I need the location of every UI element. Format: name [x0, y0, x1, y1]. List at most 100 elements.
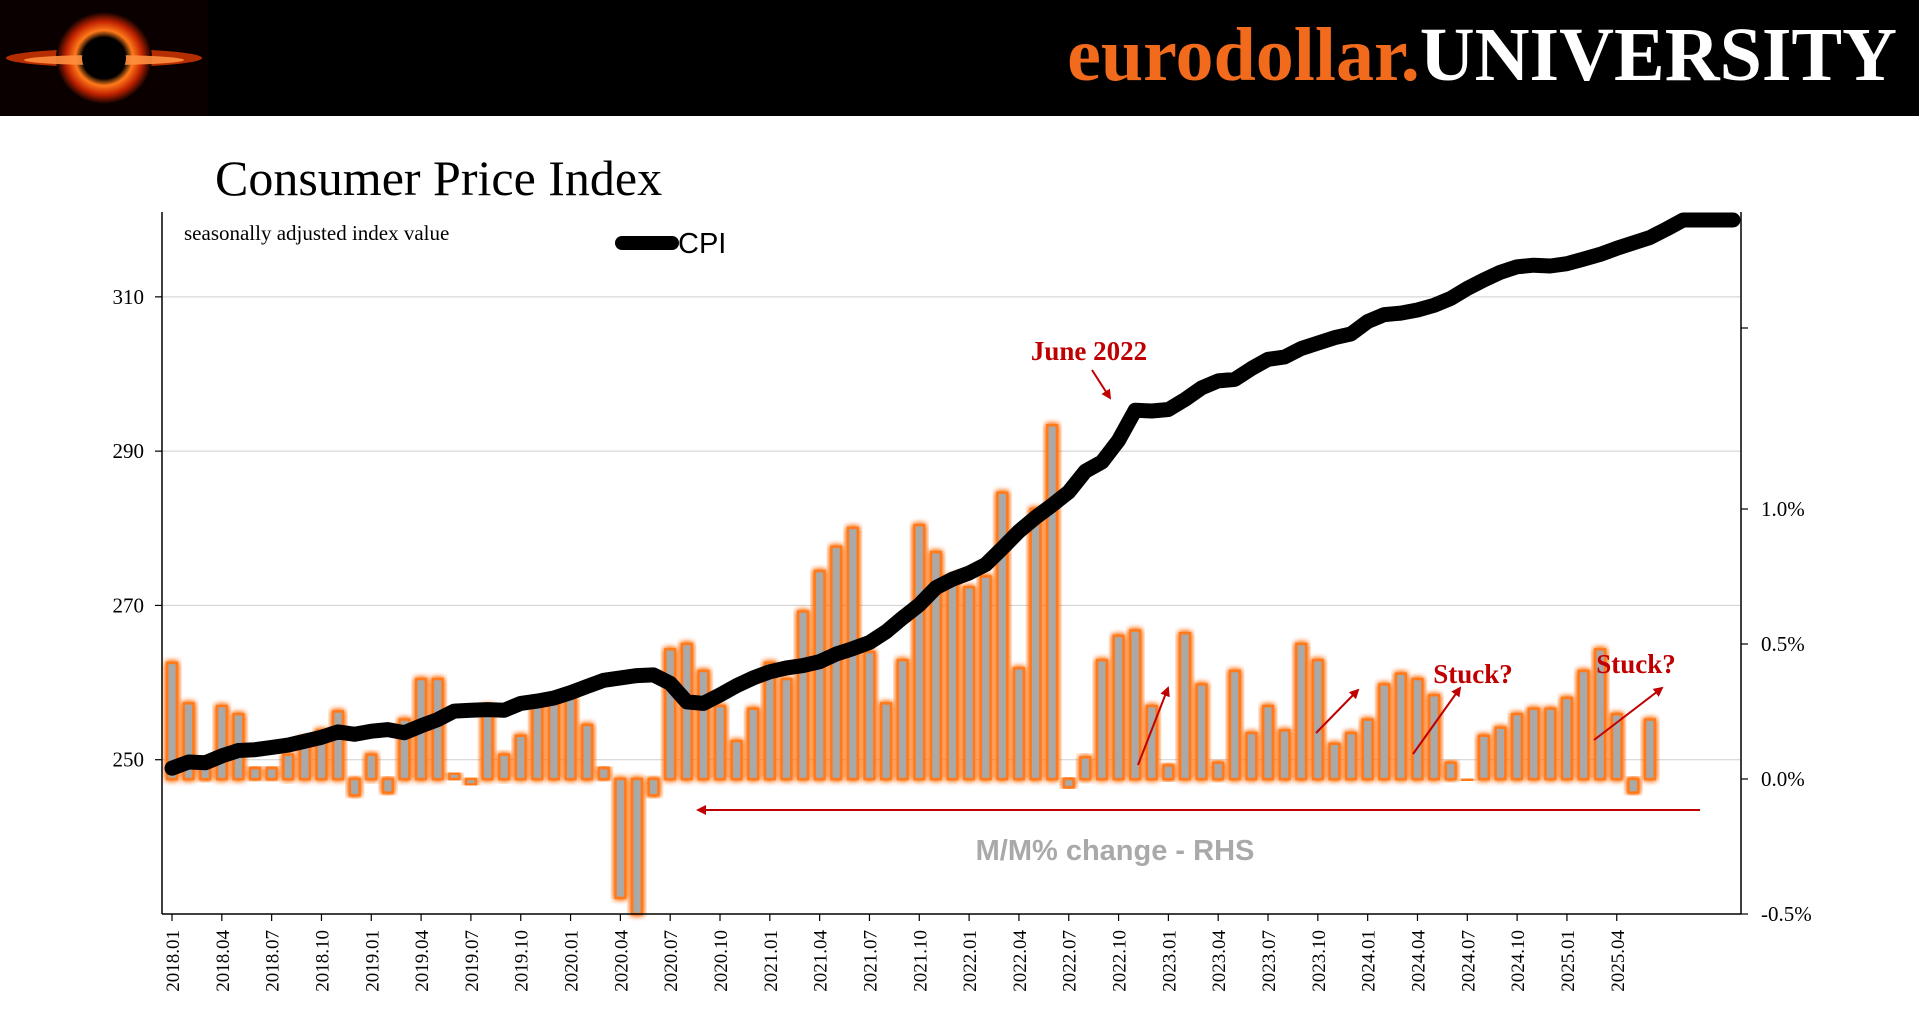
x-tick-label: 2021.07 — [860, 930, 881, 992]
x-tick-label: 2018.10 — [312, 930, 333, 992]
mm-change-bar — [664, 648, 677, 781]
mm-change-bar — [1311, 658, 1324, 781]
mm-change-bar — [1129, 629, 1142, 781]
x-tick-label: 2025.04 — [1608, 930, 1629, 992]
mm-change-bar — [1029, 507, 1042, 781]
mm-change-bar — [248, 766, 262, 781]
x-tick-label: 2020.04 — [611, 930, 632, 992]
mm-change-bar — [913, 523, 926, 781]
x-tick-label: 2021.01 — [761, 930, 782, 992]
rhs-annotation: M/M% change - RHS — [696, 805, 1700, 867]
mm-change-bar — [1361, 718, 1374, 781]
x-tick-label: 2024.04 — [1408, 930, 1429, 992]
x-tick-label: 2021.04 — [811, 930, 832, 992]
mm-change-bar — [1461, 777, 1474, 782]
mm-change-bar — [498, 753, 511, 781]
brand-first: eurodollar. — [1067, 13, 1420, 97]
brand-second: UNIVERSITY — [1419, 13, 1897, 97]
mm-change-bar — [1212, 761, 1225, 781]
chart-subtitle: seasonally adjusted index value — [184, 221, 449, 245]
mm-change-bar — [1062, 777, 1075, 789]
annotation-arrow-3 — [1412, 686, 1462, 755]
mm-change-bar — [1444, 761, 1457, 781]
left-tick-label: 310 — [113, 285, 145, 309]
mm-change-bar — [1228, 669, 1241, 781]
x-tick-label: 2018.01 — [163, 930, 184, 992]
mm-change-bar — [813, 569, 826, 781]
mm-change-bar — [1378, 683, 1391, 781]
mm-change-bar — [996, 491, 1009, 781]
x-tick-label: 2024.07 — [1458, 930, 1479, 992]
mm-change-bar — [365, 753, 378, 781]
mm-change-bar — [697, 669, 710, 781]
orange-ring-logo-icon — [0, 0, 208, 116]
x-tick-label: 2024.10 — [1508, 930, 1529, 992]
mm-change-bar — [398, 718, 411, 781]
mm-change-bar — [331, 710, 345, 781]
mm-change-bar — [630, 777, 644, 916]
mm-change-bar — [763, 661, 776, 781]
left-tick-label: 250 — [113, 748, 145, 772]
x-tick-label: 2019.10 — [512, 930, 533, 992]
mm-change-bar — [1544, 707, 1557, 781]
cpi-line — [164, 212, 1741, 776]
x-tick-label: 2023.04 — [1209, 930, 1230, 992]
annotations: June 2022 Stuck? Stuck? — [1031, 336, 1676, 766]
mm-change-bar — [182, 702, 195, 781]
mm-change-bar — [1328, 742, 1341, 781]
mm-change-bar — [165, 661, 179, 781]
x-tick-label: 2023.07 — [1259, 930, 1280, 992]
mm-change-bar — [597, 766, 610, 781]
mm-change-bar — [1627, 777, 1640, 794]
mm-change-bar — [1594, 648, 1607, 781]
legend: CPI — [615, 228, 726, 260]
mm-change-bar — [1195, 683, 1208, 781]
mm-change-bar — [713, 704, 727, 781]
x-tick-label: 2018.07 — [263, 930, 284, 992]
mm-change-bar — [348, 777, 361, 797]
mm-change-bar — [680, 642, 693, 781]
mm-change-bar — [265, 766, 278, 781]
x-tick-label: 2018.04 — [213, 930, 234, 992]
mm-change-bar — [215, 704, 228, 781]
mm-change-bar — [730, 739, 743, 781]
mm-change-bar — [946, 575, 959, 781]
annotation-arrow-2 — [1315, 688, 1360, 734]
x-tick-label: 2022.07 — [1060, 930, 1081, 992]
mm-change-bar — [381, 777, 394, 794]
logo-graphic — [6, 12, 202, 104]
mm-change-bar — [1527, 707, 1540, 781]
x-tick-label: 2023.10 — [1309, 930, 1330, 992]
mm-change-bar — [1411, 677, 1424, 781]
mm-change-bar — [863, 650, 876, 781]
mm-change-bar — [581, 723, 594, 781]
annotation-june-2022-arrow — [1091, 369, 1112, 400]
mm-change-bar — [1261, 704, 1275, 781]
cpi-line-group — [164, 212, 1741, 776]
mm-change-bars — [165, 424, 1657, 916]
mm-change-bar — [747, 707, 760, 781]
x-tick-label: 2022.10 — [1110, 930, 1131, 992]
mm-change-bar — [1178, 631, 1192, 781]
mm-change-bar — [979, 575, 992, 781]
mm-change-bar — [1112, 634, 1125, 781]
mm-change-bar — [1145, 704, 1158, 781]
x-tick-label: 2022.04 — [1010, 930, 1031, 992]
mm-change-bar — [796, 610, 810, 781]
mm-change-bar — [547, 699, 561, 781]
x-tick-label: 2023.01 — [1159, 930, 1180, 992]
mm-change-bar — [1278, 729, 1291, 781]
mm-change-bar — [1046, 424, 1059, 781]
brand-title: eurodollar.UNIVERSITY — [1067, 10, 1897, 100]
mm-change-bar — [1095, 658, 1109, 781]
x-tick-label: 2019.07 — [462, 930, 483, 992]
mm-change-bar — [564, 696, 577, 781]
mm-change-bar — [614, 777, 627, 900]
mm-change-bar — [929, 550, 942, 781]
annotation-stuck-1: Stuck? — [1433, 659, 1513, 689]
mm-change-bar — [448, 772, 461, 781]
mm-change-bar — [431, 677, 444, 781]
x-tick-label: 2022.01 — [960, 930, 981, 992]
x-tick-label: 2019.01 — [362, 930, 383, 992]
